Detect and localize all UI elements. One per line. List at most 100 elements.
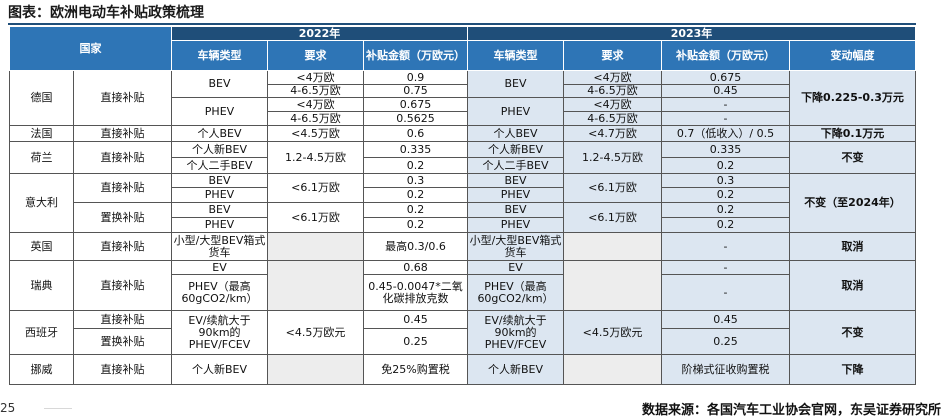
vehicle-type-cell: PHEV（最高60gCO2/km） xyxy=(467,274,564,311)
change-cell: 取消 xyxy=(789,260,916,311)
vehicle-type-cell: BEV xyxy=(467,202,564,218)
subsidy-cell: 0.2 xyxy=(363,187,468,203)
requirement-cell: <4.5万欧元 xyxy=(267,310,364,355)
subsidy-cell: 0.2 xyxy=(661,157,790,174)
change-cell: 不变 xyxy=(789,310,916,355)
vehicle-type-cell: PHEV xyxy=(171,97,268,126)
country-spain: 西班牙 xyxy=(9,310,74,355)
table-row: 瑞典 直接补贴 EV 0.68 EV - 取消 xyxy=(9,260,916,311)
vehicle-type-cell: 个人新BEV xyxy=(171,354,268,385)
subsidy-cell: 0.2 xyxy=(661,202,790,218)
header-subsidy-2023: 补贴金额（万欧元） xyxy=(661,40,790,71)
table-row: 置换补贴 0.25 0.25 xyxy=(10,328,916,355)
requirement-cell: 4-6.5万欧 xyxy=(267,84,364,98)
requirement-cell: 4-6.5万欧 xyxy=(563,111,662,126)
change-cell: 取消 xyxy=(789,232,916,261)
subsidy-cell: 0.2 xyxy=(363,202,468,218)
scheme-cell: 直接补贴 xyxy=(73,310,172,329)
subsidy-cell: 0.45-0.0047*二氧化碳排放克数 xyxy=(363,274,468,311)
table-row: 4-6.5万欧 0.5625 4-6.5万欧 - xyxy=(10,111,916,126)
table-row: 法国 直接补贴 个人BEV <4.5万欧 0.6 个人BEV <4.7万欧 0.… xyxy=(9,125,916,142)
table-row: PHEV <4万欧 0.675 PHEV <4万欧 - xyxy=(10,97,916,126)
scheme-cell: 直接补贴 xyxy=(73,260,172,311)
scheme-cell: 直接补贴 xyxy=(73,141,172,174)
subsidy-cell: 0.45 xyxy=(661,84,790,98)
table-row: PHEV（最高60gCO2/km） 0.45-0.0047*二氧化碳排放克数 P… xyxy=(10,274,916,311)
scheme-cell: 直接补贴 xyxy=(73,125,172,142)
subsidy-cell: 0.2 xyxy=(363,217,468,233)
requirement-cell: <4万欧 xyxy=(563,70,662,85)
requirement-cell-empty xyxy=(267,354,364,385)
country-uk: 英国 xyxy=(9,232,74,261)
subsidy-cell: - xyxy=(661,111,790,126)
table-row: 意大利 直接补贴 BEV <6.1万欧 0.3 BEV <6.1万欧 0.3 不… xyxy=(9,173,916,233)
subsidy-cell: 免25%购置税 xyxy=(363,354,468,385)
vehicle-type-cell: BEV xyxy=(171,70,268,98)
subsidy-cell: 0.45 xyxy=(363,310,468,329)
subsidy-cell: 0.3 xyxy=(363,173,468,188)
requirement-cell: <4.7万欧 xyxy=(563,125,662,142)
subsidy-cell: 0.2 xyxy=(661,217,790,233)
requirement-cell-empty xyxy=(563,260,662,311)
scheme-cell: 置换补贴 xyxy=(73,328,172,355)
scheme-cell: 直接补贴 xyxy=(73,70,172,126)
subsidy-cell: - xyxy=(661,274,790,311)
subsidy-cell: 0.675 xyxy=(661,70,790,85)
vehicle-type-cell: EV xyxy=(171,260,268,275)
change-cell: 不变 xyxy=(789,141,916,174)
vehicle-type-cell: EV/续航大于90km的PHEV/FCEV xyxy=(171,310,268,355)
subsidy-cell: 0.25 xyxy=(661,328,790,355)
subsidy-cell: 最高0.3/0.6 xyxy=(363,232,468,261)
vehicle-type-cell: 个人二手BEV xyxy=(467,157,564,174)
subsidy-cell: 0.2 xyxy=(661,187,790,203)
vehicle-type-cell: EV/续航大于90km的PHEV/FCEV xyxy=(467,310,564,355)
requirement-cell: <4万欧 xyxy=(563,97,662,112)
country-germany: 德国 xyxy=(9,70,74,126)
change-cell: 下降0.225-0.3万元 xyxy=(789,70,916,126)
scheme-cell: 直接补贴 xyxy=(73,232,172,261)
change-cell: 下降 xyxy=(789,354,916,385)
title-divider xyxy=(8,23,916,25)
country-netherlands: 荷兰 xyxy=(9,141,74,174)
requirement-cell: <6.1万欧 xyxy=(563,173,662,203)
subsidy-cell: 阶梯式征收购置税 xyxy=(661,354,790,385)
scheme-cell: 直接补贴 xyxy=(73,354,172,385)
vehicle-type-cell: 个人二手BEV xyxy=(171,157,268,174)
header-country: 国家 xyxy=(9,26,172,71)
page-title: 图表：欧洲电动车补贴政策梳理 xyxy=(8,5,204,21)
requirement-cell: 4-6.5万欧 xyxy=(267,111,364,126)
header-vehicle-type-2023: 车辆类型 xyxy=(467,40,564,71)
change-cell: 下降0.1万元 xyxy=(789,125,916,142)
requirement-cell: <4.5万欧 xyxy=(267,125,364,142)
subsidy-policy-table: 国家 2022年 2023年 车辆类型 要求 补贴金额（万欧元） 车辆类型 要求… xyxy=(9,26,916,385)
header-subsidy-2022: 补贴金额（万欧元） xyxy=(363,40,468,71)
requirement-cell-empty xyxy=(267,260,364,311)
vehicle-type-cell: 个人新BEV xyxy=(171,141,268,158)
table-row: 置换补贴 BEV <6.1万欧 0.2 BEV <6.1万欧 0.2 xyxy=(10,202,916,233)
country-sweden: 瑞典 xyxy=(9,260,74,311)
subsidy-cell: 0.335 xyxy=(661,141,790,158)
subsidy-cell: 0.25 xyxy=(363,328,468,355)
footer-divider xyxy=(44,408,72,409)
subsidy-cell: 0.675 xyxy=(363,97,468,112)
vehicle-type-cell: PHEV（最高60gCO2/km） xyxy=(171,274,268,311)
header-requirement-2022: 要求 xyxy=(267,40,364,71)
header-change: 变动幅度 xyxy=(789,40,916,71)
country-france: 法国 xyxy=(9,125,74,142)
header-vehicle-type-2022: 车辆类型 xyxy=(171,40,268,71)
requirement-cell: <6.1万欧 xyxy=(267,173,364,203)
table-row: PHEV 0.2 PHEV 0.2 xyxy=(10,187,916,203)
table-row: 荷兰 直接补贴 个人新BEV 1.2-4.5万欧 0.335 个人新BEV 1.… xyxy=(9,141,916,174)
requirement-cell: <4万欧 xyxy=(267,97,364,112)
header-year-2022: 2022年 xyxy=(171,26,468,41)
vehicle-type-cell: PHEV xyxy=(467,187,564,203)
subsidy-cell: 0.2 xyxy=(363,157,468,174)
vehicle-type-cell: BEV xyxy=(171,173,268,188)
table-row: 挪威 直接补贴 个人新BEV 免25%购置税 个人新BEV 阶梯式征收购置税 下… xyxy=(9,354,916,385)
vehicle-type-cell: 个人新BEV xyxy=(467,354,564,385)
scheme-cell: 置换补贴 xyxy=(73,202,172,233)
requirement-cell: <6.1万欧 xyxy=(267,202,364,233)
table-row: PHEV 0.2 PHEV 0.2 xyxy=(10,217,916,233)
vehicle-type-cell: EV xyxy=(467,260,564,275)
table-row: 西班牙 直接补贴 EV/续航大于90km的PHEV/FCEV <4.5万欧元 0… xyxy=(9,310,916,355)
